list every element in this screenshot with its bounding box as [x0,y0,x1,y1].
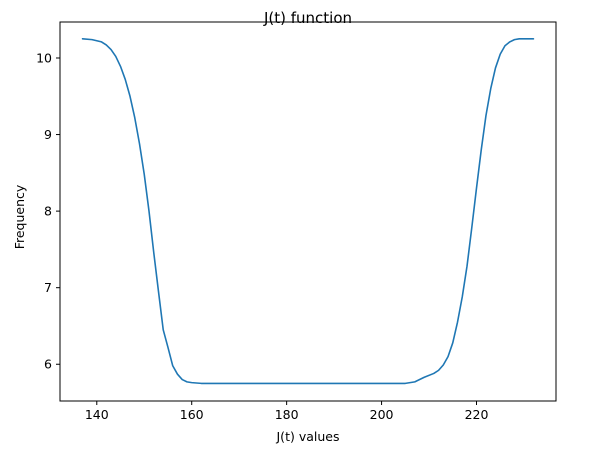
y-tick-label: 9 [44,127,52,142]
plot-background [60,22,556,401]
chart-title: J(t) function [263,9,352,27]
x-tick-label: 220 [465,407,489,422]
y-axis: 6 7 8 9 10 [36,50,60,372]
series-line-0 [81,38,535,385]
x-axis: 140 160 180 200 220 [85,401,489,422]
x-axis-title: J(t) values [276,429,340,444]
series-layer [81,38,535,385]
y-tick-label: 6 [44,357,52,372]
y-tick-label: 8 [44,204,52,219]
x-tick-label: 140 [85,407,109,422]
y-tick-label: 7 [44,280,52,295]
x-tick-label: 160 [180,407,204,422]
y-tick-label: 10 [36,50,52,65]
x-tick-label: 180 [275,407,299,422]
x-tick-label: 200 [370,407,394,422]
y-axis-title: Frequency [12,184,27,249]
